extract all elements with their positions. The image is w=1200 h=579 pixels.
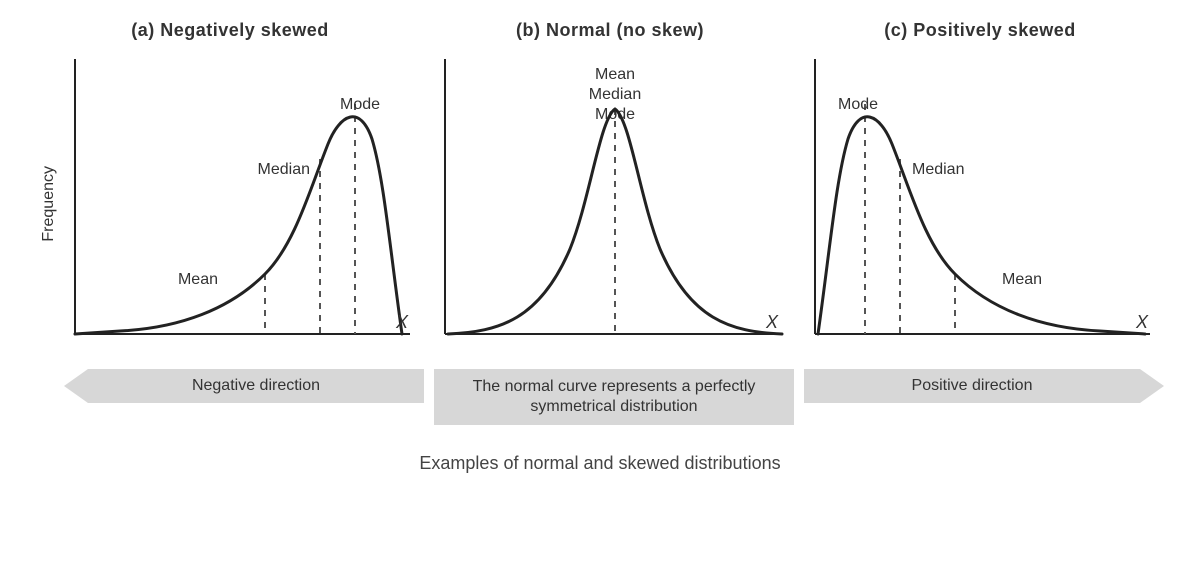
svg-text:Mean: Mean bbox=[1002, 271, 1042, 288]
panel-normal: (b) Normal (no skew) MeanMedianModeX bbox=[430, 20, 790, 359]
svg-text:Mean: Mean bbox=[178, 271, 218, 288]
y-axis-label: Frequency bbox=[40, 166, 58, 242]
panel-title-b: (b) Normal (no skew) bbox=[516, 20, 704, 41]
arrow-positive-direction: Positive direction bbox=[804, 369, 1140, 403]
arrow-text-positive: Positive direction bbox=[912, 376, 1033, 396]
svg-text:Mode: Mode bbox=[838, 96, 878, 113]
panels-row: (a) Negatively skewed Frequency Mean Medi… bbox=[40, 20, 1160, 359]
arrows-row: Negative direction The normal curve repr… bbox=[36, 369, 1164, 425]
plot-b: MeanMedianModeX bbox=[430, 49, 790, 359]
skew-distributions-figure: (a) Negatively skewed Frequency Mean Medi… bbox=[20, 20, 1180, 474]
figure-caption: Examples of normal and skewed distributi… bbox=[419, 453, 780, 474]
plot-a: Mean Median Mode X bbox=[60, 49, 420, 359]
svg-text:Median: Median bbox=[589, 86, 641, 103]
svg-text:Median: Median bbox=[258, 161, 310, 178]
arrow-normal-caption: The normal curve represents a perfectly … bbox=[434, 369, 794, 425]
arrow-text-normal: The normal curve represents a perfectly … bbox=[434, 377, 794, 417]
plot-c: Mode Median Mean X bbox=[800, 49, 1160, 359]
svg-text:Mode: Mode bbox=[340, 96, 380, 113]
panel-negatively-skewed: (a) Negatively skewed Frequency Mean Medi… bbox=[40, 20, 420, 359]
panel-positively-skewed: (c) Positively skewed Mode Median Mean X bbox=[800, 20, 1160, 359]
svg-text:Mean: Mean bbox=[595, 66, 635, 83]
arrow-text-negative: Negative direction bbox=[192, 376, 320, 396]
arrow-negative-direction: Negative direction bbox=[88, 369, 424, 403]
svg-text:X: X bbox=[1135, 312, 1149, 332]
panel-title-c: (c) Positively skewed bbox=[884, 20, 1076, 41]
panel-title-a: (a) Negatively skewed bbox=[131, 20, 329, 41]
svg-text:X: X bbox=[765, 312, 779, 332]
svg-text:X: X bbox=[395, 312, 409, 332]
svg-text:Median: Median bbox=[912, 161, 964, 178]
